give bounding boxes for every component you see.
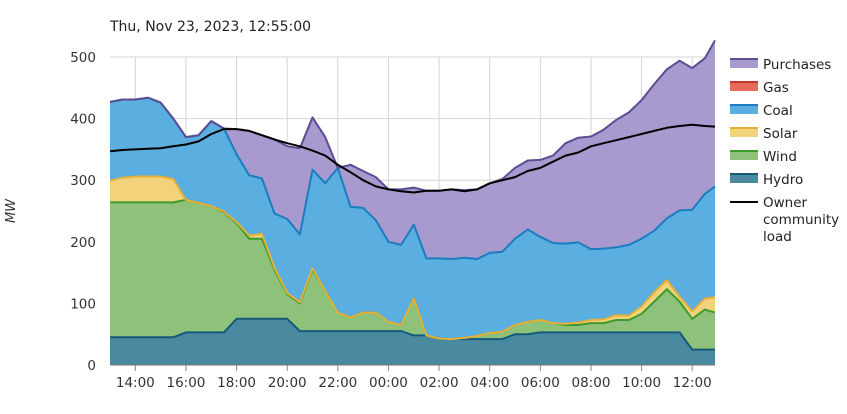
x-tick-label: 00:00: [369, 375, 408, 391]
area-purchases: [110, 40, 715, 260]
legend: Purchases Gas Coal Solar Wind Hydro Owner commu…: [730, 57, 839, 245]
legend-label-line: load: [763, 229, 792, 245]
axes: 0 100 200 300 400 500 14:00 16:00 18:00 20:00 22:0…: [70, 50, 715, 391]
chart-title: Thu, Nov 23, 2023, 12:55:00: [109, 19, 311, 35]
legend-label-purchases: Purchases: [763, 57, 831, 73]
x-tick-label: 18:00: [217, 375, 256, 391]
stacked-areas: [110, 40, 715, 365]
x-tick-label: 08:00: [572, 375, 611, 391]
area-coal: [110, 97, 715, 340]
x-tick-label: 10:00: [622, 375, 661, 391]
x-tick-label: 12:00: [673, 375, 712, 391]
legend-swatch-purchases: [730, 59, 758, 68]
legend-label-wind: Wind: [763, 149, 797, 165]
legend-label-gas: Gas: [763, 80, 789, 96]
area-wind: [110, 199, 715, 350]
x-tick-label: 22:00: [318, 375, 357, 391]
y-tick-label: 500: [70, 50, 96, 66]
y-tick-label: 100: [70, 296, 96, 312]
legend-label-hydro: Hydro: [763, 172, 803, 188]
area-solar: [110, 176, 715, 340]
legend-label-coal: Coal: [763, 103, 793, 119]
x-tick-label: 02:00: [420, 375, 459, 391]
legend-label-line: Owner: [763, 195, 808, 211]
series-lines: [109, 39, 716, 351]
legend-label-line: community: [763, 212, 839, 228]
legend-swatch-wind: [730, 151, 758, 160]
line-owner-community-load: [109, 123, 716, 194]
y-axis-label: MW: [4, 198, 19, 223]
legend-swatch-gas: [730, 82, 758, 91]
y-tick-label: 300: [70, 173, 96, 189]
legend-label-solar: Solar: [763, 126, 798, 142]
y-tick-label: 400: [70, 112, 96, 128]
legend-swatch-coal: [730, 105, 758, 114]
x-tick-label: 06:00: [521, 375, 560, 391]
line-purchases: [109, 39, 716, 192]
x-tick-label: 20:00: [268, 375, 307, 391]
x-tick-label: 16:00: [166, 375, 205, 391]
y-tick-label: 200: [70, 235, 96, 251]
x-tick-label: 04:00: [470, 375, 509, 391]
line-solar: [109, 175, 716, 341]
legend-swatch-hydro: [730, 174, 758, 183]
legend-swatch-solar: [730, 128, 758, 137]
line-hydro: [110, 317, 715, 351]
y-tick-label: 0: [87, 358, 96, 374]
x-tick-label: 14:00: [116, 375, 155, 391]
area-hydro: [110, 318, 715, 365]
legend-label-owner-community-load: Owner community load: [763, 195, 839, 245]
